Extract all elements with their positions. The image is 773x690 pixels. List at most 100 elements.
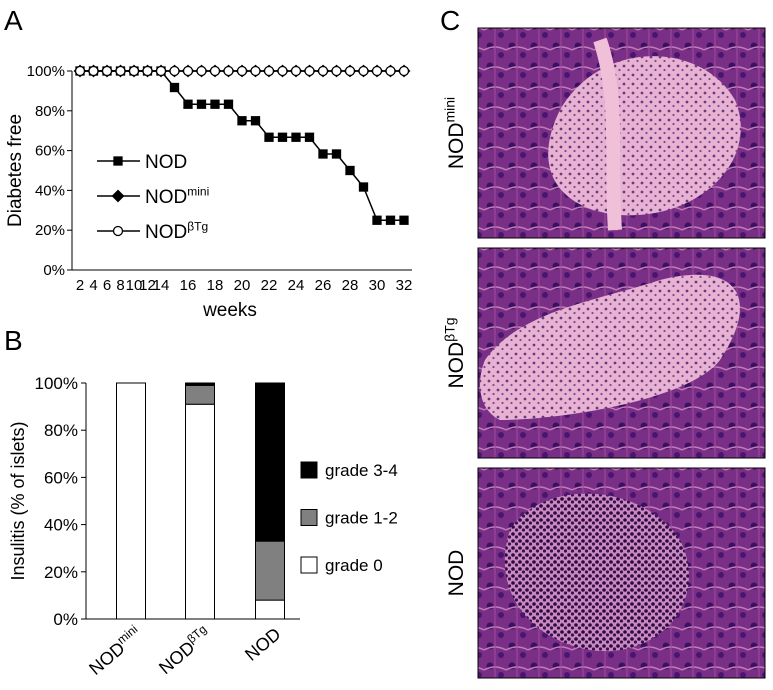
marker <box>304 132 315 142</box>
y-axis-label: Insulitis (% of islets) <box>8 421 28 580</box>
marker <box>291 132 301 142</box>
legend-label: grade 0 <box>325 556 383 575</box>
y-tick-label: 60% <box>44 468 78 487</box>
marker <box>74 65 86 77</box>
legend-label-sup: βTg <box>187 219 208 233</box>
marker <box>263 65 275 77</box>
y-tick-label: 100% <box>27 63 65 80</box>
x-tick-label: 14 <box>153 277 170 294</box>
x-tick-label: 20 <box>234 277 251 294</box>
marker <box>318 149 328 159</box>
x-tick-label: NODβTg <box>154 622 215 678</box>
x-tick-label: 28 <box>342 277 359 294</box>
y-tick-label: 40% <box>35 182 65 199</box>
marker <box>128 65 140 77</box>
panel-letter: B <box>4 325 23 356</box>
islet <box>480 274 740 420</box>
x-tick-label: 10 <box>126 277 143 294</box>
image-label: NODβTg <box>442 317 468 388</box>
infiltrated-islet <box>504 493 689 652</box>
marker <box>331 149 342 159</box>
marker <box>112 225 124 237</box>
series <box>74 65 410 77</box>
x-tick-label: 26 <box>315 277 332 294</box>
x-tick-label: 8 <box>116 277 124 294</box>
marker <box>113 156 123 166</box>
marker <box>331 65 342 77</box>
bar-segment <box>255 540 285 601</box>
marker <box>210 99 220 109</box>
marker <box>155 65 167 77</box>
marker <box>169 65 180 77</box>
marker <box>183 99 193 109</box>
legend-swatch <box>300 556 318 574</box>
bar-segment <box>185 384 215 405</box>
bar-segment <box>185 403 215 620</box>
marker <box>237 116 247 126</box>
legend-label-sup: mini <box>187 184 209 198</box>
x-tick-label: 16 <box>180 277 197 294</box>
y-tick-label: 0% <box>53 610 78 629</box>
marker <box>250 116 261 126</box>
vessel <box>593 37 622 231</box>
y-tick-label: 80% <box>35 103 65 120</box>
marker <box>196 99 207 109</box>
marker <box>277 132 288 142</box>
y-tick-label: 80% <box>44 421 78 440</box>
marker <box>344 65 356 77</box>
x-tick-label: 2 <box>76 277 84 294</box>
marker <box>399 215 409 225</box>
legend-label: NODβTg <box>145 219 208 243</box>
y-axis-label: Diabetes free <box>5 114 26 227</box>
panel-letter: A <box>4 5 23 36</box>
image-label-main: NOD <box>445 123 468 170</box>
bar-segment <box>255 382 285 542</box>
x-tick-label: 22 <box>261 277 278 294</box>
legend-label: grade 1-2 <box>325 509 398 528</box>
panel-letter: C <box>440 5 460 36</box>
marker <box>358 182 369 192</box>
legend-label: grade 3-4 <box>325 461 398 480</box>
marker <box>182 65 194 77</box>
x-tick-label: 18 <box>207 277 224 294</box>
marker <box>101 65 113 77</box>
islet <box>548 56 741 216</box>
legend-label-main: NOD <box>145 222 187 243</box>
legend-swatch <box>300 509 318 526</box>
marker <box>169 82 180 93</box>
marker <box>385 65 396 77</box>
y-tick-label: 60% <box>35 143 65 160</box>
x-tick-label-main: NOD <box>241 624 284 665</box>
x-tick-label: 30 <box>369 277 386 294</box>
image-label: NODmini <box>442 97 468 169</box>
marker <box>398 65 410 77</box>
x-axis-label: weeks <box>202 300 257 321</box>
legend-label: NODmini <box>145 184 209 208</box>
marker <box>250 65 261 77</box>
x-tick-label: 4 <box>89 277 97 294</box>
x-tick-label: 32 <box>396 277 413 294</box>
legend-label-main: NOD <box>145 152 187 173</box>
x-tick-label: 24 <box>288 277 305 294</box>
image-label-main: NOD <box>445 342 468 389</box>
marker <box>358 65 369 77</box>
marker <box>372 215 382 225</box>
marker <box>264 132 274 142</box>
marker <box>223 65 234 77</box>
x-tick-label: 6 <box>103 277 111 294</box>
marker <box>196 65 207 77</box>
series <box>75 66 409 225</box>
histology-images <box>477 27 766 679</box>
y-tick-label: 0% <box>43 262 65 279</box>
x-tick-label: 12 <box>139 277 156 294</box>
marker <box>236 65 248 77</box>
marker <box>209 65 221 77</box>
marker <box>317 65 329 77</box>
marker <box>142 65 153 77</box>
marker <box>277 65 288 77</box>
image-label: NOD <box>445 550 468 597</box>
marker <box>371 65 383 77</box>
bar-segment <box>255 599 285 620</box>
y-tick-label: 100% <box>35 374 78 393</box>
